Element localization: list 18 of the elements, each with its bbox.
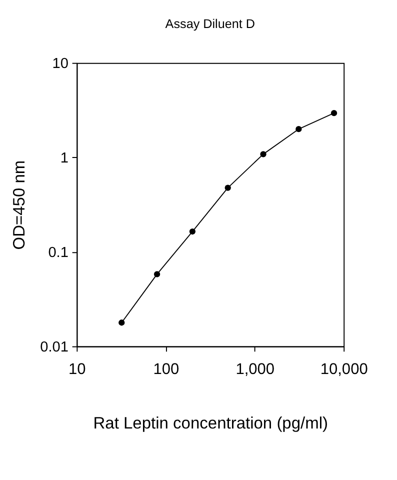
y-axis-title: OD=450 nm [10, 160, 29, 250]
point [296, 126, 302, 132]
x-tick-label: 1,000 [236, 360, 275, 378]
point [330, 110, 338, 116]
point [224, 184, 231, 191]
point [260, 151, 266, 158]
point [118, 320, 125, 326]
x-axis-title: Rat Leptin concentration (pg/ml) [93, 414, 328, 432]
y-tick-label: 1 [60, 150, 68, 167]
chart-title: Assay Diluent D [165, 16, 255, 31]
point [189, 228, 196, 235]
x-tick-label: 10,000 [320, 360, 368, 378]
x-tick-label: 100 [153, 360, 180, 378]
y-tick-label: 0.01 [40, 340, 68, 356]
y-tick-label: 10 [52, 56, 68, 72]
point [154, 271, 160, 278]
x-tick-label: 10 [68, 360, 86, 378]
y-tick-label: 0.1 [48, 245, 68, 262]
